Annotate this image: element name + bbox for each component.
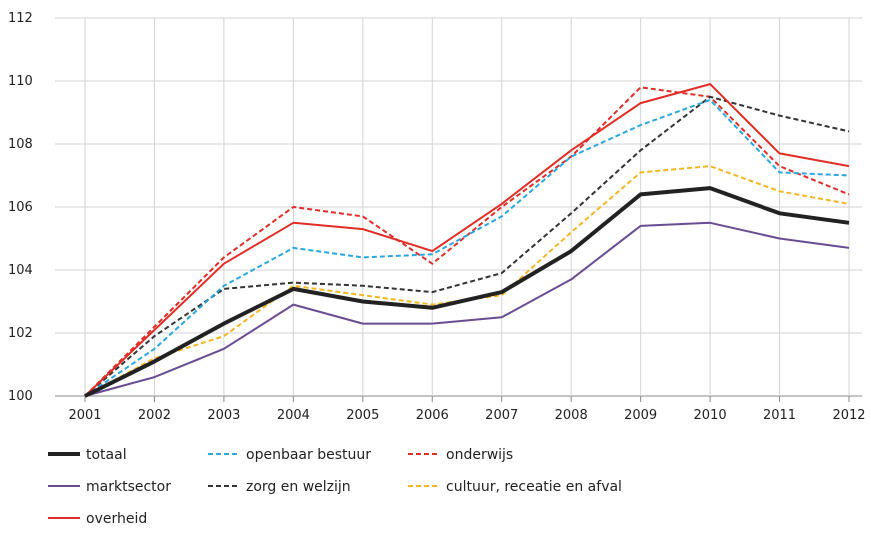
grid	[55, 18, 862, 396]
x-tick-label: 2012	[832, 408, 865, 423]
series-line-marktsector	[85, 223, 849, 396]
y-tick-label: 110	[8, 74, 33, 89]
y-tick-label: 102	[8, 326, 33, 341]
legend-label: openbaar bestuur	[246, 447, 371, 463]
x-tick-label: 2002	[138, 408, 171, 423]
y-tick-label: 100	[8, 389, 33, 404]
legend: totaal marktsector overheid openbaar bestuu…	[48, 447, 622, 527]
x-tick-label: 2001	[68, 408, 101, 423]
series-line-onderwijs	[85, 87, 849, 396]
x-tick-label: 2009	[624, 408, 657, 423]
x-tick-label: 2008	[555, 408, 588, 423]
legend-label: marktsector	[86, 479, 171, 495]
x-tick-label: 2011	[763, 408, 796, 423]
x-tick-label: 2007	[485, 408, 518, 423]
series-lines	[85, 84, 849, 396]
legend-label: totaal	[86, 447, 127, 463]
x-tick-label: 2006	[416, 408, 449, 423]
y-tick-label: 112	[8, 11, 33, 26]
x-tick-label: 2010	[694, 408, 727, 423]
series-line-totaal	[85, 188, 849, 396]
legend-label: cultuur, receatie en afval	[446, 479, 622, 495]
series-line-overheid	[85, 84, 849, 396]
y-tick-label: 106	[8, 200, 33, 215]
x-tick-label: 2004	[277, 408, 310, 423]
y-axis-ticks: 100 102 104 106 108 110 112	[8, 11, 33, 404]
legend-label: zorg en welzijn	[246, 479, 351, 495]
series-line-zorg-en-welzijn	[85, 97, 849, 396]
legend-label: overheid	[86, 511, 147, 527]
x-tick-label: 2005	[346, 408, 379, 423]
y-tick-label: 108	[8, 137, 33, 152]
x-axis-ticks: 2001 2002 2003 2004 2005 2006 2007 2008 2009 2010…	[68, 396, 865, 423]
y-tick-label: 104	[8, 263, 33, 278]
x-tick-label: 2003	[207, 408, 240, 423]
legend-label: onderwijs	[446, 447, 513, 463]
